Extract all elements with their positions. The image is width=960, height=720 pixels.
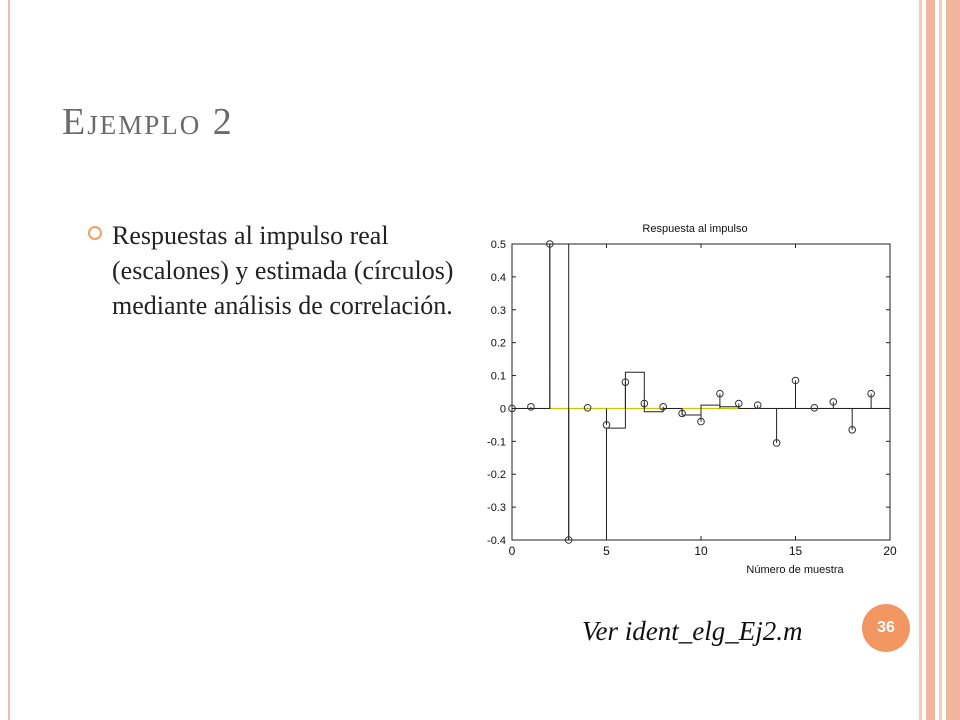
page-number-badge: 36 xyxy=(862,604,910,652)
stem-circle-point xyxy=(546,240,554,248)
y-tick-label: 0.5 xyxy=(491,239,506,251)
frame-right-stripes xyxy=(919,0,960,720)
stem-circle-point xyxy=(640,399,649,408)
x-tick-label: 0 xyxy=(509,544,516,558)
y-tick-label: -0.4 xyxy=(487,535,506,547)
y-tick-label: -0.3 xyxy=(487,502,506,514)
stem-circle-point xyxy=(772,439,781,447)
x-tick-label: 10 xyxy=(694,544,708,558)
script-caption: Ver ident_elg_Ej2.m xyxy=(582,616,803,646)
y-tick-label: 0 xyxy=(500,403,506,415)
stem-circle-point xyxy=(791,376,800,385)
x-axis-label: Número de muestra xyxy=(746,564,844,576)
bullet-circle-icon xyxy=(88,226,102,240)
plot-area xyxy=(511,243,891,541)
y-tick-label: 0.3 xyxy=(491,305,506,317)
stem-circle-point xyxy=(697,417,705,426)
y-tick-label: -0.1 xyxy=(487,436,506,448)
stem-circle-point xyxy=(735,399,743,408)
stem-circle-point xyxy=(659,403,667,411)
stem-circle-point xyxy=(621,378,630,386)
stem-circle-point xyxy=(829,398,838,406)
y-tick-label: 0.2 xyxy=(491,338,506,350)
y-tick-label: 0.1 xyxy=(491,371,506,383)
x-tick-label: 20 xyxy=(883,544,897,558)
stem-circle-point xyxy=(564,536,573,544)
x-tick-label: 15 xyxy=(789,544,803,558)
x-tick-label: 5 xyxy=(603,544,610,558)
y-tick-label: -0.2 xyxy=(487,469,506,481)
chart-title: Respuesta al impulso xyxy=(642,223,747,235)
y-tick-label: 0.4 xyxy=(491,272,506,284)
stem-circle-point xyxy=(810,403,819,412)
stem-circle-point xyxy=(583,403,592,412)
stem-circle-point xyxy=(602,421,611,429)
stem-circle-point xyxy=(867,389,875,398)
stem-circle-point xyxy=(527,403,535,411)
stem-circle-point xyxy=(716,389,724,398)
bullet-text: Respuestas al impulso real (escalones) y… xyxy=(112,221,454,320)
impulse-response-chart: Respuesta al impulso 0.50.40.30.20.10-0.… xyxy=(487,223,897,576)
stem-circle-point xyxy=(753,401,762,409)
slide-title: Ejemplo 2 xyxy=(62,101,234,143)
stem-circle-point xyxy=(848,426,857,434)
stem-circle-point xyxy=(678,409,686,418)
frame-left-line xyxy=(8,0,10,720)
